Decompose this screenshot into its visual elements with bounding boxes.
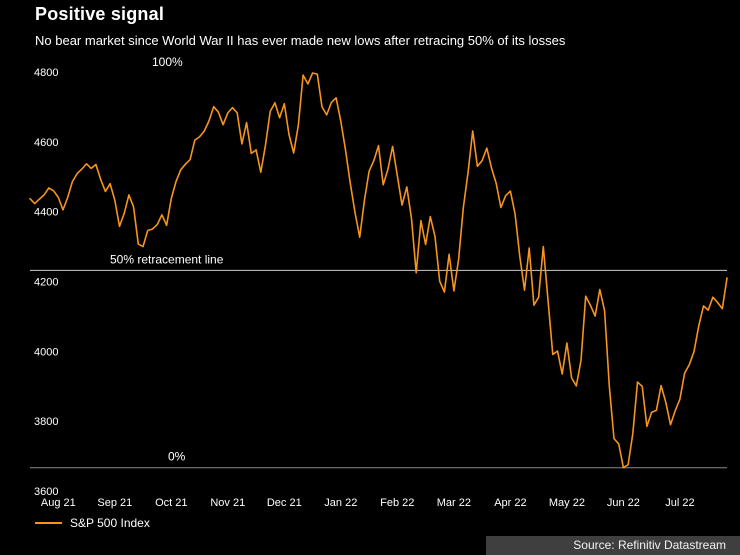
x-tick-label: Dec 21 bbox=[267, 497, 302, 509]
x-tick-label: Feb 22 bbox=[380, 497, 414, 509]
sp500-line bbox=[29, 72, 728, 469]
x-tick-label: Nov 21 bbox=[210, 497, 245, 509]
legend-line-swatch bbox=[35, 522, 62, 524]
x-tick-label: Aug 21 bbox=[41, 497, 76, 509]
y-tick-label: 4400 bbox=[34, 207, 58, 219]
y-tick-label: 4000 bbox=[34, 346, 58, 358]
y-tick-label: 3800 bbox=[34, 416, 58, 428]
retracement-50-label: 50% retracement line bbox=[110, 252, 224, 266]
y-tick-label: 3600 bbox=[34, 486, 58, 498]
x-tick-label: Apr 22 bbox=[494, 497, 526, 509]
chart-subtitle: No bear market since World War II has ev… bbox=[35, 33, 566, 48]
price-chart: 3600 3800 4000 4200 4400 4600 4800 Aug 21 Sep 21… bbox=[29, 55, 728, 509]
x-tick-label: May 22 bbox=[549, 497, 585, 509]
y-tick-label: 4200 bbox=[34, 277, 58, 289]
y-tick-label: 4800 bbox=[34, 67, 58, 79]
y-tick-label: 4600 bbox=[34, 137, 58, 149]
retracement-0-label: 0% bbox=[168, 450, 186, 464]
x-tick-label: Jul 22 bbox=[665, 497, 694, 509]
source-credit: Source: Refinitiv Datastream bbox=[486, 536, 740, 555]
x-tick-label: Sep 21 bbox=[97, 497, 132, 509]
legend-label: S&P 500 Index bbox=[70, 516, 150, 530]
x-tick-label: Jan 22 bbox=[324, 497, 357, 509]
x-tick-label: Mar 22 bbox=[437, 497, 471, 509]
chart-title: Positive signal bbox=[35, 4, 165, 24]
legend: S&P 500 Index bbox=[35, 516, 150, 530]
x-tick-label: Jun 22 bbox=[607, 497, 640, 509]
x-tick-label: Oct 21 bbox=[155, 497, 187, 509]
retracement-100-label: 100% bbox=[152, 55, 183, 69]
